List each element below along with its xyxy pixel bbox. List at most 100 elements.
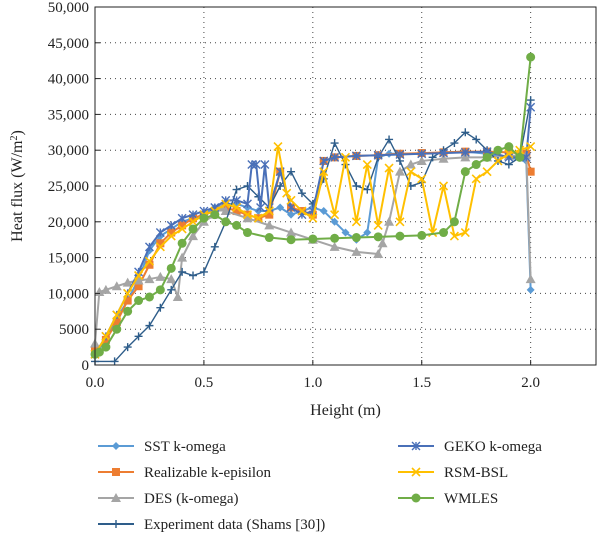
legend-item: GEKO k-omega [398,439,542,455]
data-point [460,152,471,162]
data-point [178,221,187,230]
data-point [286,202,296,212]
data-point [461,128,470,137]
x-tick-label: 2.0 [521,375,540,391]
data-point [133,270,144,281]
data-point [282,188,292,198]
data-point [417,149,427,159]
data-point [232,195,242,205]
data-point [242,228,252,238]
data-point [166,220,176,230]
data-point [428,153,437,162]
data-point [265,210,274,219]
data-point [493,145,503,155]
data-point [352,182,361,190]
legend-item: Realizable k-episilon [98,465,272,481]
data-point [155,285,165,295]
data-point [319,207,328,216]
series-line [94,150,532,352]
data-point [145,321,154,330]
data-point [449,217,459,227]
data-point [167,285,176,294]
data-point [189,271,198,280]
data-point [286,195,296,205]
data-point [395,150,405,159]
data-point [101,342,111,352]
data-point [384,163,394,173]
data-point [232,207,241,216]
data-point [273,142,283,152]
data-point [319,156,329,166]
legend-label: DES (k-omega) [144,491,239,507]
data-point [472,135,481,144]
data-point [351,151,361,161]
data-point [251,160,261,170]
data-point [330,217,339,226]
legend-label: Realizable k-episilon [144,465,272,481]
data-point [308,213,318,223]
data-point [286,235,296,245]
data-point [177,252,188,262]
y-tick-label: 30,000 [48,143,89,159]
data-point [199,267,208,276]
data-point [330,233,340,243]
data-point [188,217,198,227]
y-tick-label: 50,000 [48,0,89,16]
legend-swatch-marker [112,468,120,476]
data-point [253,213,263,223]
data-point [144,256,155,266]
data-point [134,332,143,341]
data-point [100,284,111,294]
data-point [297,189,306,198]
data-point [155,228,165,238]
data-point [373,232,383,242]
legend-label: RSM-BSL [444,465,508,481]
legend-label: WMLES [444,491,498,507]
data-point [521,152,531,162]
data-point [330,210,340,220]
data-point [199,213,209,223]
data-point [405,159,416,169]
y-tick-label: 5000 [59,322,89,338]
y-tick-label: 25,000 [48,179,89,195]
series-layer [90,52,536,366]
legend-item: DES (k-omega) [98,491,239,507]
data-point [123,288,133,298]
data-point [177,238,187,248]
x-tick-label: 1.5 [412,375,431,391]
data-point [449,231,459,241]
data-point [450,139,459,148]
data-point [308,234,318,244]
data-point [482,167,492,177]
data-point [156,303,165,312]
data-point [373,220,383,230]
data-point [123,343,132,352]
y-tick-label: 40,000 [48,72,89,88]
data-point [144,274,155,284]
data-point [112,318,121,327]
data-point [417,230,427,240]
legend-swatch-marker [112,442,120,450]
y-axis-title: Heat flux (W/m2) [9,130,27,242]
data-point [145,260,154,269]
legend-label: Experiment data (Shams [30]) [144,517,325,533]
data-point [395,231,405,241]
data-point [394,166,405,176]
data-point [493,156,503,166]
legend-item: SST k-omega [98,439,226,455]
data-point [286,227,297,237]
data-point [94,347,104,357]
data-point [155,271,166,281]
ticks: 0 5000 10,000 15,000 20,000 25,000 30,000 35,00… [48,0,540,391]
data-point [526,285,535,294]
data-point [264,233,274,243]
data-point [172,291,183,301]
legend-label: SST k-omega [144,439,226,455]
legend-swatch-marker [411,467,421,477]
legend-swatch-marker [411,441,421,451]
data-point [101,331,111,341]
legend-swatch-marker [111,493,121,502]
data-point [221,199,231,209]
data-point [112,324,122,334]
